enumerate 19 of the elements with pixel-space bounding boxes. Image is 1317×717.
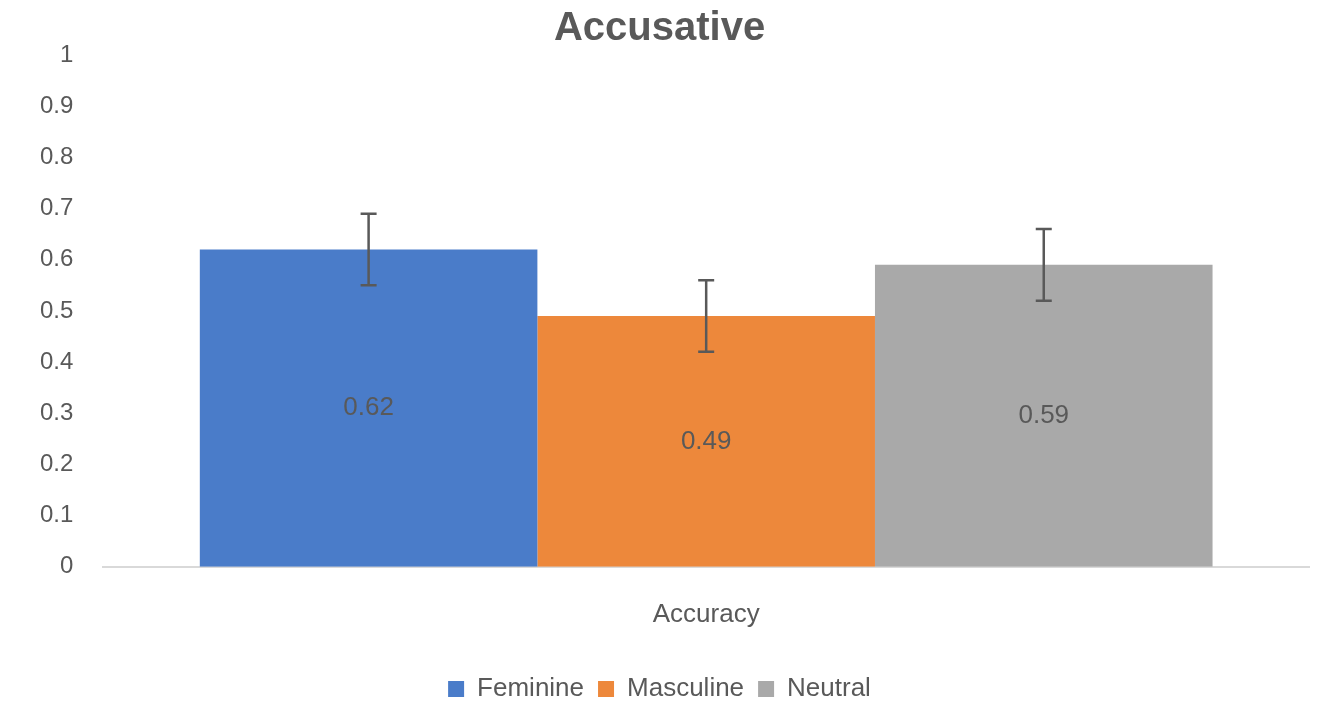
legend-label: Feminine (477, 672, 585, 703)
y-tick-label: 0.8 (39, 141, 74, 169)
data-label: 0.49 (680, 424, 732, 455)
data-label: 0.62 (343, 391, 394, 422)
x-tick-label: Accuracy (652, 597, 760, 628)
y-tick-label: 0.1 (39, 500, 74, 528)
y-tick-label: 0.6 (39, 244, 74, 272)
y-tick-label: 0.9 (39, 90, 74, 118)
y-tick-label: 0.3 (39, 397, 74, 425)
y-tick-label: 1 (60, 39, 74, 67)
y-tick-label: 0.2 (39, 449, 74, 477)
y-tick-label: 0.7 (39, 193, 74, 221)
data-label: 0.59 (1018, 398, 1070, 429)
chart-title: Accusative (553, 4, 766, 49)
legend-label: Neutral (787, 672, 871, 703)
y-tick-label: 0.5 (39, 295, 74, 323)
y-tick-label: 0.4 (39, 346, 74, 374)
legend-label: Masculine (627, 672, 745, 703)
y-tick-label: 0 (60, 551, 74, 579)
